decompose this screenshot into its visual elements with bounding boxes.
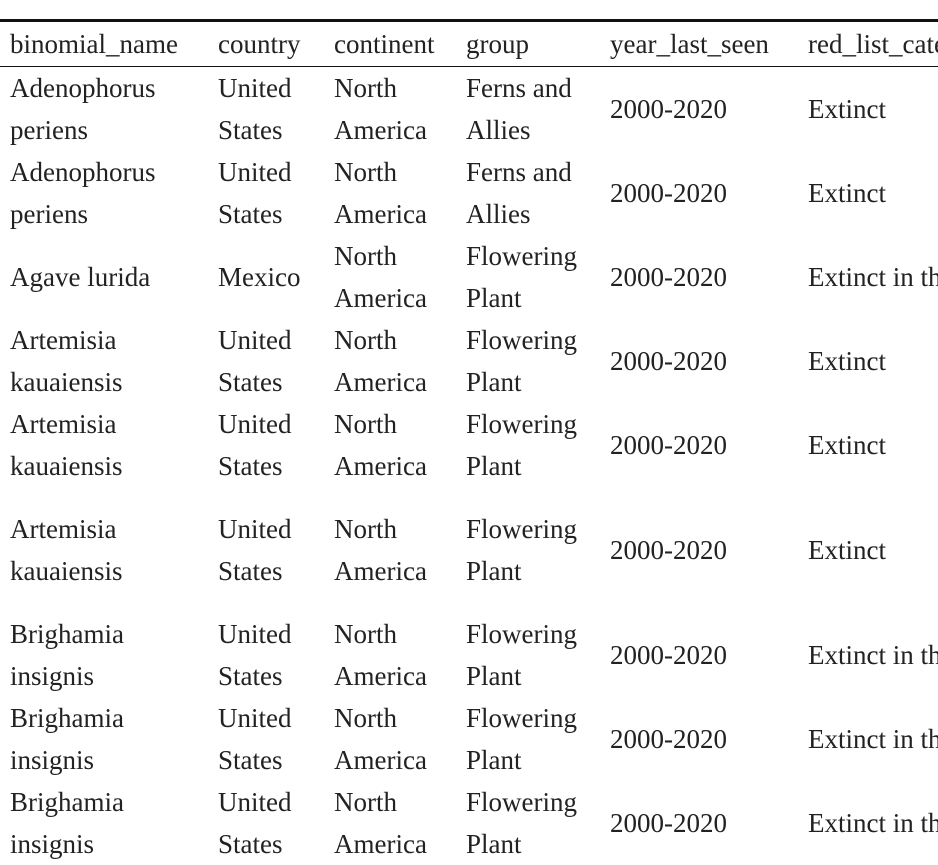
table-cell: Extinct in the Wild bbox=[798, 781, 938, 865]
table-cell: Extinct in the Wild bbox=[798, 235, 938, 319]
table-cell: North America bbox=[324, 403, 456, 487]
table-cell: Artemisia kauaiensis bbox=[0, 403, 208, 487]
table-cell: United States bbox=[208, 403, 324, 487]
table-cell: Adenophorus periens bbox=[0, 151, 208, 235]
table-cell: Flowering Plant bbox=[456, 781, 600, 865]
table-cell: Ferns and Allies bbox=[456, 67, 600, 152]
table-cell: 2000-2020 bbox=[600, 403, 798, 487]
table-cell: North America bbox=[324, 151, 456, 235]
table-cell: United States bbox=[208, 781, 324, 865]
column-header: continent bbox=[324, 21, 456, 67]
table-cell: Brighamia insignis bbox=[0, 697, 208, 781]
table-cell: Extinct in the Wild bbox=[798, 697, 938, 781]
table-cell: 2000-2020 bbox=[600, 319, 798, 403]
column-header: year_last_seen bbox=[600, 21, 798, 67]
table-cell: North America bbox=[324, 67, 456, 152]
table-cell: Flowering Plant bbox=[456, 487, 600, 613]
table-cell: Extinct bbox=[798, 151, 938, 235]
table-cell: United States bbox=[208, 487, 324, 613]
table-cell: Ferns and Allies bbox=[456, 151, 600, 235]
table-cell: Brighamia insignis bbox=[0, 781, 208, 865]
table-cell: North America bbox=[324, 319, 456, 403]
table-cell: North America bbox=[324, 613, 456, 697]
table-cell: United States bbox=[208, 613, 324, 697]
table-cell: Mexico bbox=[208, 235, 324, 319]
table-cell: Extinct bbox=[798, 319, 938, 403]
table-cell: Artemisia kauaiensis bbox=[0, 319, 208, 403]
table-cell: Brighamia insignis bbox=[0, 613, 208, 697]
table-cell: Agave lurida bbox=[0, 235, 208, 319]
table-cell: 2000-2020 bbox=[600, 151, 798, 235]
table-cell: 2000-2020 bbox=[600, 487, 798, 613]
table-cell: Extinct bbox=[798, 403, 938, 487]
table-cell: 2000-2020 bbox=[600, 697, 798, 781]
table-cell: United States bbox=[208, 319, 324, 403]
table-cell: Extinct in the Wild bbox=[798, 613, 938, 697]
table-cell: Adenophorus periens bbox=[0, 67, 208, 152]
column-header: country bbox=[208, 21, 324, 67]
table-cell: Artemisia kauaiensis bbox=[0, 487, 208, 613]
table-cell: United States bbox=[208, 697, 324, 781]
table-cell: United States bbox=[208, 67, 324, 152]
table-cell: 2000-2020 bbox=[600, 781, 798, 865]
table-cell: 2000-2020 bbox=[600, 235, 798, 319]
table-cell: North America bbox=[324, 697, 456, 781]
table-cell: Extinct bbox=[798, 487, 938, 613]
table-cell: Flowering Plant bbox=[456, 319, 600, 403]
table-cell: North America bbox=[324, 487, 456, 613]
column-header: red_list_category bbox=[798, 21, 938, 67]
table-cell: 2000-2020 bbox=[600, 67, 798, 152]
table-cell: Extinct bbox=[798, 67, 938, 152]
column-header: binomial_name bbox=[0, 21, 208, 67]
table-cell: United States bbox=[208, 151, 324, 235]
table-cell: Flowering Plant bbox=[456, 235, 600, 319]
table-cell: North America bbox=[324, 781, 456, 865]
column-header: group bbox=[456, 21, 600, 67]
table-cell: 2000-2020 bbox=[600, 613, 798, 697]
table-cell: Flowering Plant bbox=[456, 613, 600, 697]
table-cell: Flowering Plant bbox=[456, 697, 600, 781]
table-cell: North America bbox=[324, 235, 456, 319]
table-cell: Flowering Plant bbox=[456, 403, 600, 487]
